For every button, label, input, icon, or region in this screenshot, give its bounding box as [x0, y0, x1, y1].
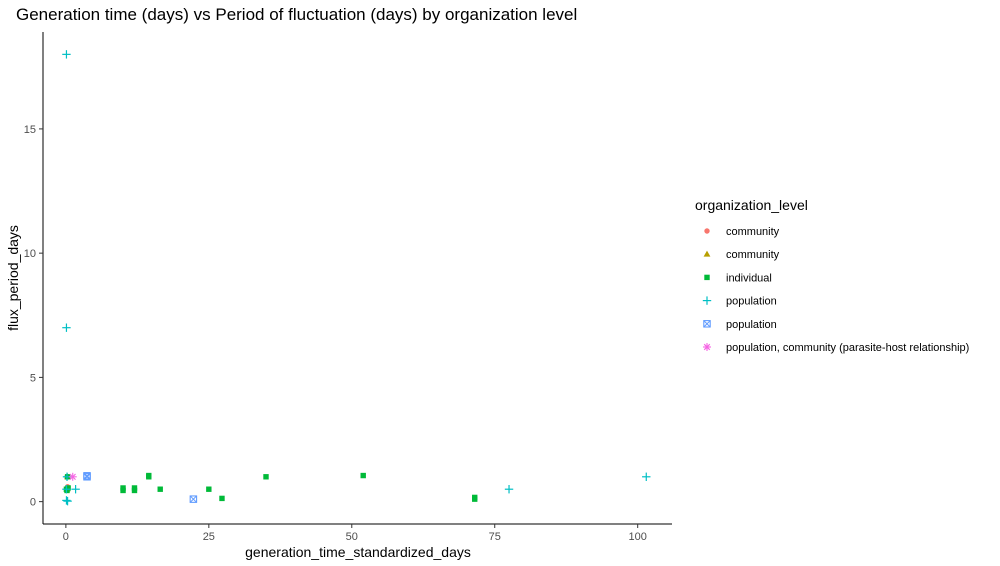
data-point — [360, 472, 366, 479]
x-tick-label: 0 — [63, 531, 69, 543]
data-point — [62, 496, 71, 505]
data-point — [206, 486, 212, 492]
data-point — [157, 486, 163, 492]
legend-item: individual — [704, 272, 772, 284]
legend-label: population — [726, 319, 777, 331]
y-tick-label: 0 — [30, 497, 36, 509]
data-point — [131, 485, 138, 491]
series-3 — [62, 50, 651, 506]
legend-item: community — [703, 249, 780, 261]
data-point — [62, 323, 71, 332]
data-point — [62, 50, 71, 59]
legend-label: community — [726, 226, 780, 238]
x-tick-label: 100 — [629, 531, 647, 543]
x-tick-label: 50 — [346, 531, 358, 543]
x-tick-label: 25 — [203, 531, 215, 543]
legend-item: population — [702, 296, 777, 308]
legend-label: community — [726, 249, 780, 261]
series-4 — [83, 472, 198, 503]
legend: organization_level community community ind… — [695, 197, 969, 354]
plot-marks — [62, 50, 651, 506]
data-point — [219, 495, 225, 502]
y-tick-label: 10 — [24, 248, 36, 260]
legend-label: individual — [726, 272, 772, 284]
legend-key — [703, 343, 711, 351]
data-point — [472, 494, 478, 501]
legend-item: population — [703, 319, 777, 331]
data-point — [504, 485, 514, 494]
series-5 — [68, 472, 77, 481]
data-point — [146, 472, 152, 479]
legend-key — [704, 228, 710, 234]
data-point — [63, 496, 72, 506]
x-tick-label: 75 — [489, 531, 501, 543]
chart-title: Generation time (days) vs Period of fluc… — [16, 5, 577, 24]
legend-title: organization_level — [695, 197, 808, 213]
data-point — [642, 472, 651, 481]
data-point — [65, 485, 71, 491]
y-tick-label: 5 — [30, 372, 36, 384]
data-point — [62, 485, 71, 494]
legend-key — [704, 274, 710, 281]
legend-key — [703, 320, 711, 328]
data-point — [83, 472, 91, 480]
legend-key — [702, 296, 712, 305]
series-2 — [63, 472, 478, 502]
data-point — [263, 474, 269, 480]
legend-item: population, community (parasite-host rel… — [703, 342, 969, 354]
y-tick-label: 15 — [24, 124, 36, 136]
x-ticks: 0 25 50 75 100 — [63, 524, 647, 543]
data-point — [189, 495, 198, 503]
x-axis-title: generation_time_standardized_days — [245, 544, 471, 560]
legend-label: population — [726, 296, 777, 308]
data-point — [120, 485, 126, 491]
legend-item: community — [704, 226, 780, 238]
legend-key — [703, 250, 711, 257]
y-axis-title: flux_period_days — [5, 225, 21, 331]
legend-label: population, community (parasite-host rel… — [726, 342, 969, 354]
data-point — [68, 472, 77, 481]
y-ticks: 0 5 10 15 — [24, 124, 43, 509]
data-point — [71, 485, 80, 494]
legend-items: community community individual population po… — [702, 226, 969, 354]
